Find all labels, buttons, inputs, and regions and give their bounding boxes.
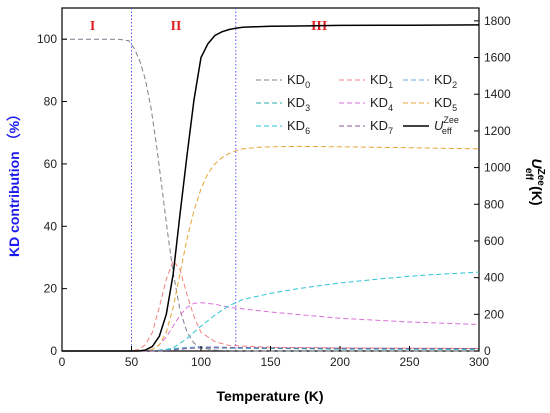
series-line-kd6 [62, 271, 480, 352]
x-tick-label-4: 200 [330, 355, 350, 369]
y-right-tick-label-8: 1600 [484, 51, 511, 65]
x-axis-title: Temperature (K) [216, 388, 323, 404]
y-right-tick-label-0: 0 [484, 344, 491, 358]
y-right-title-sup: Zee [535, 169, 546, 187]
y-right-tick-label-7: 1400 [484, 87, 511, 101]
y-right-tick-label-6: 1200 [484, 124, 511, 138]
y-axis-right: 0 200 400 600 800 1000 1200 1400 1600 1800 [474, 14, 511, 358]
region-boundaries [131, 8, 237, 351]
y-left-tick-label-2: 40 [44, 219, 58, 233]
legend-label-kd3: KD3 [287, 95, 310, 113]
y-right-tick-label-2: 400 [484, 271, 504, 285]
y-left-tick-label-5: 100 [37, 32, 57, 46]
y-right-tick-label-5: 1000 [484, 161, 511, 175]
region-labels: I II III [90, 19, 327, 34]
region-label-2: III [311, 19, 327, 34]
svg-text:UZeeeff(K): UZeeeff (K) [523, 158, 546, 205]
region-label-1: II [171, 19, 182, 34]
legend-label-kd1: KD1 [370, 72, 393, 90]
y-left-tick-label-1: 20 [44, 282, 58, 296]
series-line-kd4 [62, 302, 480, 352]
legend-label-kd2: KD2 [434, 72, 457, 90]
x-tick-label-1: 50 [125, 355, 139, 369]
legend-label-kd7: KD7 [370, 118, 393, 136]
series-line-kd0 [62, 38, 479, 352]
y-left-tick-label-4: 80 [44, 95, 58, 109]
x-tick-label-2: 100 [191, 355, 211, 369]
legend-label-kd0: KD0 [287, 72, 310, 90]
series-line-kd7 [62, 347, 480, 352]
y-right-tick-label-3: 600 [484, 234, 504, 248]
x-tick-label-3: 150 [260, 355, 280, 369]
legend-label-kd6: KD6 [287, 118, 310, 136]
plot-area [61, 7, 480, 352]
x-tick-label-5: 250 [399, 355, 419, 369]
y-left-tick-label-3: 60 [44, 157, 58, 171]
x-tick-label-0: 0 [59, 355, 66, 369]
series-line-ueff [62, 24, 480, 352]
y-right-title-sub: eff [523, 168, 534, 181]
legend: KD0 KD1 KD2 KD3 KD4 KD5 KD6 KD7 UZee eff [256, 72, 459, 136]
legend-label-kd4: KD4 [370, 95, 393, 113]
y-right-tick-label-9: 1800 [484, 14, 511, 28]
y-axis-left: 0 20 40 60 80 100 [37, 32, 67, 358]
y-right-title-unit: (K) [529, 186, 545, 205]
x-tick-label-6: 300 [469, 355, 489, 369]
legend-label-kd5: KD5 [434, 95, 457, 113]
x-axis: 0 50 100 150 200 250 300 [59, 346, 489, 369]
y-axis-right-title: UZeeeff (K) [523, 158, 546, 205]
series-line-kd1 [62, 259, 480, 352]
plot-frame [61, 7, 480, 352]
y-right-title-main: U [529, 158, 545, 169]
y-right-tick-label-1: 200 [484, 307, 504, 321]
y-left-tick-label-0: 0 [50, 344, 57, 358]
series-line-kd5 [62, 145, 480, 352]
y-axis-left-title: KD contribution （%） [6, 107, 22, 257]
series-group [62, 24, 480, 352]
y-right-tick-label-4: 800 [484, 197, 504, 211]
region-label-0: I [90, 19, 95, 34]
legend-label-ueff: UZee eff [434, 115, 459, 136]
